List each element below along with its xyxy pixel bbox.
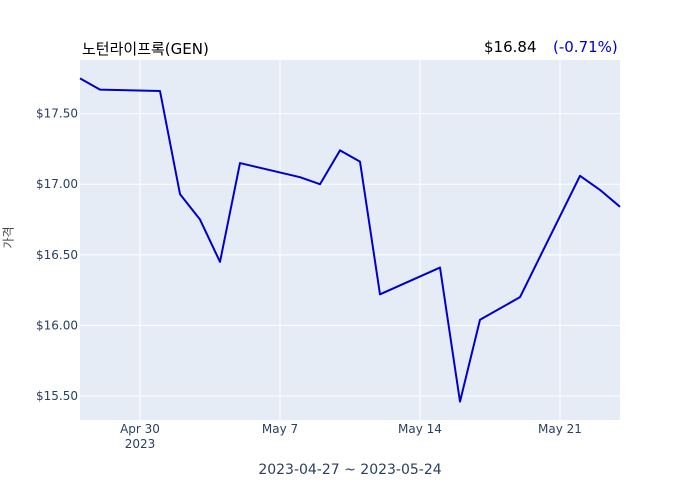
x-axis-label: 2023-04-27 ~ 2023-05-24 xyxy=(258,462,442,478)
price-line xyxy=(79,77,621,403)
y-tick-label: $16.00 xyxy=(36,318,78,332)
y-tick-label: $15.50 xyxy=(36,389,78,403)
x-tick-label: May 21 xyxy=(538,422,582,436)
y-tick-label: $17.50 xyxy=(36,107,78,121)
y-tick-label: $17.00 xyxy=(36,177,78,191)
grid xyxy=(80,60,620,420)
x-tick-label: May 14 xyxy=(398,422,442,436)
plot-area xyxy=(80,60,620,420)
x-tick-label: Apr 30 xyxy=(120,422,160,436)
chart-title: 노턴라이프록(GEN) xyxy=(82,40,209,58)
y-tick-label: $16.50 xyxy=(36,248,78,262)
current-price: $16.84 xyxy=(484,38,537,56)
tick-labels: $15.50 $16.00 $16.50 $17.00 $17.50 Apr 302023… xyxy=(36,107,582,451)
price-change: (-0.71%) xyxy=(553,38,618,56)
y-axis-label: 가격 xyxy=(1,226,16,249)
series-layer xyxy=(79,77,621,403)
x-tick-label: 2023 xyxy=(125,437,156,451)
x-tick-label: May 7 xyxy=(262,422,298,436)
